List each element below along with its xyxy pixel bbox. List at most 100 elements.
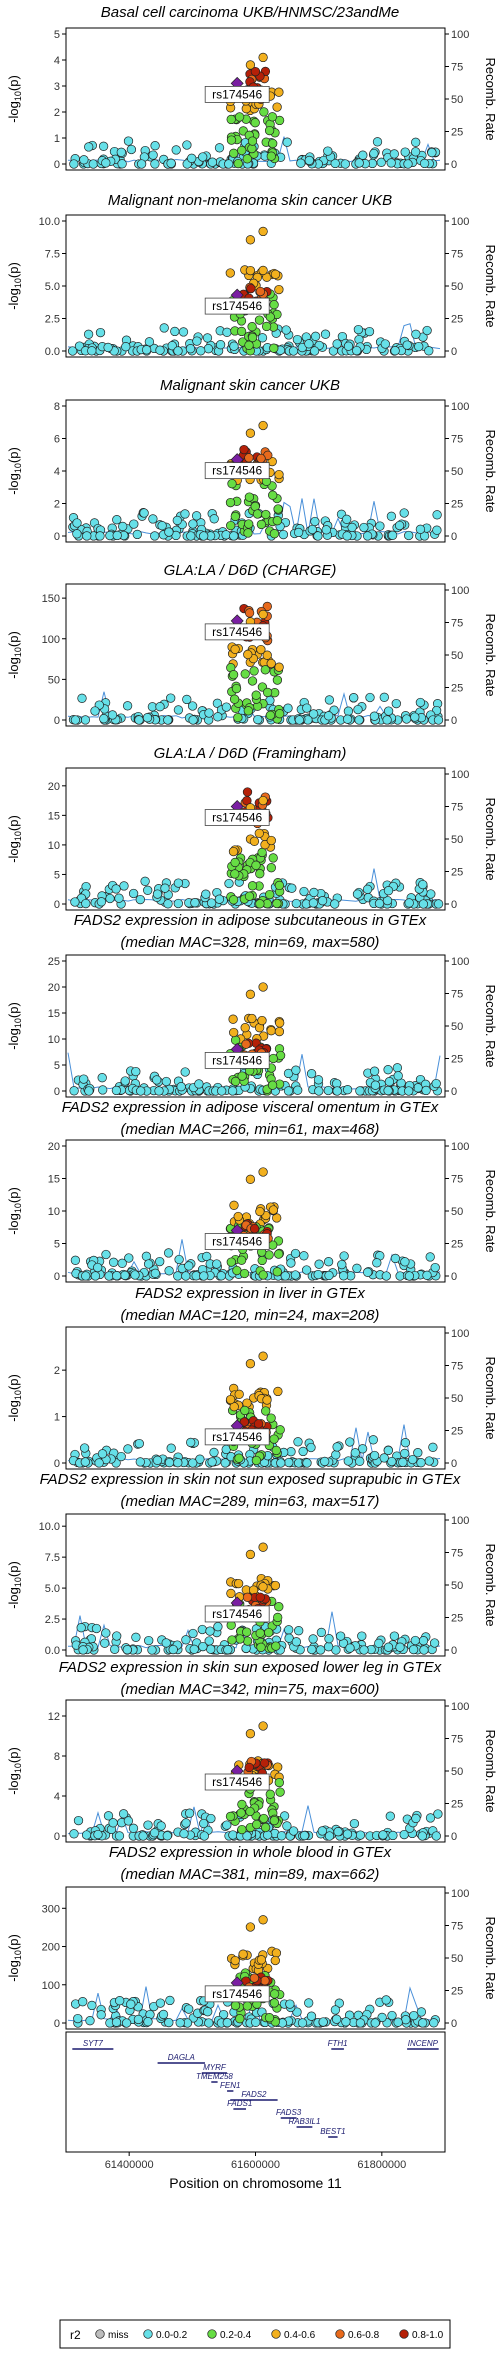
- recomb-tick-label: 75: [451, 1734, 463, 1746]
- snp-point: [101, 1628, 111, 1638]
- y-tick-label: 0.0: [45, 346, 60, 358]
- snp-point: [117, 1258, 127, 1268]
- snp-point-high-ld: [259, 1758, 270, 1768]
- snp-point: [163, 1248, 174, 1258]
- recomb-tick-label: 100: [451, 1888, 469, 1900]
- snp-point: [225, 268, 235, 278]
- snp-point: [309, 346, 320, 356]
- snp-point: [426, 889, 436, 899]
- y-tick-label: 20: [48, 781, 60, 793]
- snp-point: [119, 881, 129, 891]
- snp-point: [98, 141, 109, 151]
- snp-point-high-ld: [246, 283, 256, 294]
- y-tick-label: 8: [54, 1751, 60, 1763]
- legend-swatch: [207, 2329, 217, 2339]
- snp-point: [96, 2010, 106, 2020]
- y-tick-label: 1: [54, 1412, 60, 1424]
- snp-point: [274, 880, 285, 891]
- snp-point: [268, 490, 278, 500]
- y-axis-label: -log10(p): [6, 1374, 23, 1422]
- snp-point: [266, 863, 276, 873]
- y-axis-label: -log10(p): [6, 75, 23, 123]
- snp-point: [272, 898, 282, 909]
- snp-point: [432, 510, 442, 520]
- y-tick-label: 6: [54, 434, 60, 446]
- chart-panel-5: GLA:LA / D6D (Framingham) 0 5 10 15 20 0 25 50 75…: [6, 745, 498, 911]
- snp-point: [262, 650, 272, 660]
- snp-point: [320, 329, 331, 339]
- y-tick-label: 15: [48, 1174, 60, 1186]
- recomb-tick-label: 75: [451, 618, 463, 630]
- recomb-tick-label: 100: [451, 1328, 469, 1340]
- snp-point: [198, 152, 208, 162]
- snp-point: [254, 315, 265, 325]
- snp-point: [152, 1075, 162, 1085]
- recomb-tick-label: 25: [451, 1613, 463, 1625]
- snp-point: [310, 331, 321, 341]
- lead-snp-label: rs174546: [212, 811, 262, 825]
- snp-point: [264, 1627, 274, 1638]
- snp-point-high-ld: [255, 286, 266, 297]
- snp-point: [400, 147, 410, 157]
- y-axis-label: -log10(p): [6, 262, 23, 310]
- snp-point: [255, 869, 265, 879]
- y-tick-label: 0: [54, 2018, 60, 2030]
- snp-point: [107, 710, 118, 720]
- snp-point: [324, 695, 335, 705]
- snp-point: [421, 1085, 431, 1096]
- snp-point: [230, 1955, 240, 1966]
- chart-panel-11: FADS2 expression in whole blood in GTEx (…: [6, 1844, 498, 2030]
- lead-snp-label: rs174546: [212, 1607, 262, 1621]
- snp-point: [368, 1435, 378, 1445]
- snp-point-top: [258, 420, 268, 431]
- snp-point: [374, 1638, 384, 1648]
- snp-point: [202, 1251, 212, 1262]
- snp-point: [377, 2012, 387, 2023]
- snp-point: [81, 1271, 91, 1281]
- snp-point: [84, 1086, 94, 1096]
- snp-point: [376, 157, 386, 167]
- snp-point: [383, 1642, 394, 1652]
- snp-point: [244, 340, 254, 350]
- snp-point: [135, 1457, 145, 1467]
- snp-point: [349, 693, 359, 703]
- y-tick-label: 2: [54, 1365, 60, 1377]
- snp-point: [176, 1082, 186, 1092]
- snp-point: [242, 2001, 253, 2011]
- snp-point: [339, 1251, 349, 1261]
- snp-point: [261, 321, 272, 332]
- recomb-axis-label: Recomb. Rate: [483, 797, 498, 880]
- snp-point: [251, 2017, 261, 2027]
- snp-point: [94, 1458, 104, 1468]
- snp-point: [255, 1628, 265, 1638]
- snp-point: [257, 333, 268, 343]
- snp-point: [359, 522, 369, 533]
- snp-point: [152, 1455, 163, 1465]
- snp-point: [188, 1628, 198, 1639]
- snp-point: [341, 2017, 351, 2027]
- snp-point: [390, 1253, 401, 1264]
- recomb-tick-label: 100: [451, 585, 469, 597]
- y-tick-label: 2: [54, 499, 60, 511]
- snp-point: [229, 531, 239, 541]
- snp-point: [224, 159, 234, 169]
- snp-point: [302, 703, 312, 713]
- snp-point: [251, 1455, 262, 1466]
- snp-point-top: [245, 1729, 256, 1739]
- snp-point: [280, 1271, 290, 1281]
- snp-point: [307, 1644, 317, 1655]
- snp-point: [227, 1086, 238, 1096]
- snp-point-top: [258, 609, 268, 620]
- y-tick-label: 10: [48, 1206, 60, 1218]
- gene-label: RAB3IL1: [288, 2117, 320, 2126]
- snp-point: [430, 1262, 440, 1273]
- snp-point: [380, 339, 390, 349]
- snp-point: [391, 698, 401, 709]
- snp-point: [323, 1085, 333, 1096]
- snp-point: [416, 1458, 426, 1468]
- recomb-tick-label: 100: [451, 769, 469, 781]
- snp-point: [239, 1268, 250, 1279]
- snp-point: [230, 2000, 241, 2011]
- snp-point: [234, 1389, 244, 1399]
- recomb-tick-label: 25: [451, 683, 463, 695]
